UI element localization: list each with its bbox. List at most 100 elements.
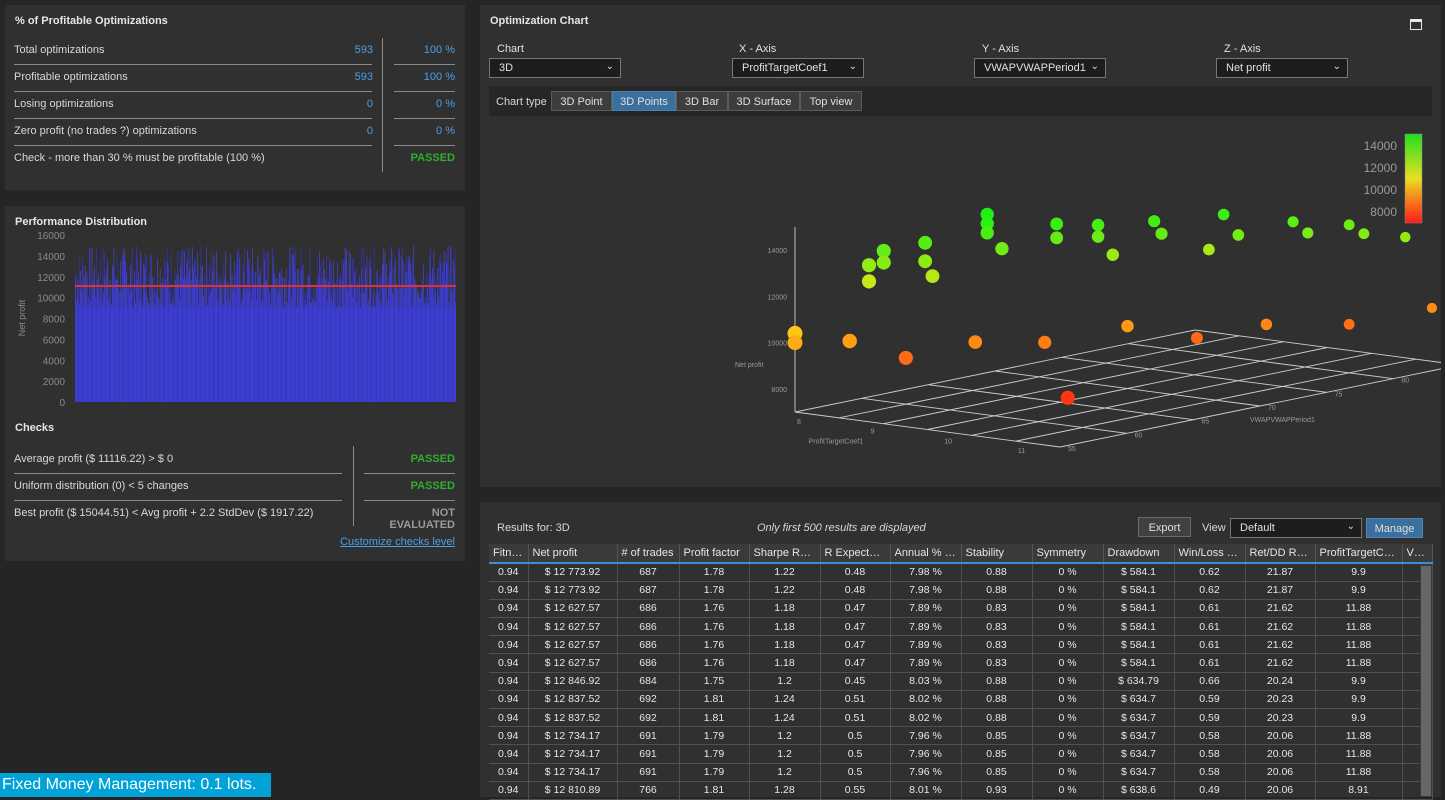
table-row[interactable]: 0.94 $ 12 837.52 692 1.81 1.24 0.51 8.02 % 0.88… (489, 690, 1433, 710)
distribution-bar (316, 288, 318, 402)
distribution-bar (298, 268, 300, 402)
export-button[interactable]: Export (1138, 517, 1191, 537)
distribution-bar (83, 303, 85, 402)
optimization-3d-chart[interactable]: 891011556065707580858000100001200014000P… (480, 120, 1441, 485)
distribution-bar (432, 298, 434, 402)
table-row[interactable]: 0.94 $ 12 773.92 687 1.78 1.22 0.48 7.98 % 0.88… (489, 561, 1433, 582)
y-tick-label: 14000 (37, 252, 65, 263)
chart-type-3d-bar-button[interactable]: 3D Bar (676, 91, 728, 111)
distribution-bar (125, 260, 126, 402)
table-cell: 0.85 (961, 763, 1033, 782)
column-header[interactable]: Drawdown (1103, 544, 1175, 563)
distribution-bar (330, 264, 331, 402)
distribution-bar (278, 292, 279, 402)
distribution-bar (241, 294, 243, 402)
distribution-bar (168, 291, 170, 402)
distribution-bar (157, 299, 159, 402)
distribution-bar (310, 302, 311, 402)
x-axis-select[interactable]: ProfitTargetCoef1 ⌄ (732, 58, 864, 78)
distribution-bar (128, 285, 130, 402)
customize-checks-link[interactable]: Customize checks level (340, 536, 455, 548)
distribution-bar (309, 248, 311, 402)
distribution-bar (330, 295, 332, 402)
column-header[interactable]: Profit factor (679, 544, 750, 563)
table-row[interactable]: 0.94 $ 12 837.52 692 1.81 1.24 0.51 8.02 % 0.88… (489, 708, 1433, 728)
column-header[interactable]: Ret/DD Ratio (1245, 544, 1316, 563)
distribution-bar (353, 271, 355, 402)
column-header[interactable]: VWAF (1402, 544, 1433, 563)
distribution-bar (432, 268, 433, 402)
distribution-bar (132, 307, 134, 402)
chart-type-top-view-button[interactable]: Top view (800, 91, 862, 111)
column-header[interactable]: ProfitTargetCoe... (1315, 544, 1403, 563)
chevron-down-icon: ⌄ (1346, 521, 1355, 532)
z-tick-label: 65 (1201, 419, 1209, 426)
distribution-bar (119, 261, 121, 402)
chart-type-3d-surface-button[interactable]: 3D Surface (728, 91, 800, 111)
table-row[interactable]: 0.94 $ 12 734.17 691 1.79 1.2 0.5 7.96 % 0.85 0 … (489, 763, 1433, 782)
table-row[interactable]: 0.94 $ 12 627.57 686 1.76 1.18 0.47 7.89 % 0.83… (489, 653, 1433, 673)
column-header[interactable]: Stability (961, 544, 1033, 563)
column-header[interactable]: Symmetry (1032, 544, 1104, 563)
chart-type-3d-point-button[interactable]: 3D Point (551, 91, 612, 111)
distribution-bar (138, 278, 140, 402)
distribution-bar (394, 289, 396, 402)
distribution-bar (390, 259, 392, 402)
table-cell: 21.87 (1245, 561, 1316, 582)
table-row[interactable]: 0.94 $ 12 846.92 684 1.75 1.2 0.45 8.03 % 0.88 0… (489, 672, 1433, 691)
distribution-bar (159, 308, 160, 402)
table-cell: 0.94 (489, 561, 529, 582)
scatter-point (1091, 218, 1105, 232)
distribution-bar (105, 293, 106, 402)
table-row[interactable]: 0.94 $ 12 627.57 686 1.76 1.18 0.47 7.89 % 0.83… (489, 599, 1433, 619)
column-header[interactable]: R Expectancy (820, 544, 891, 563)
distribution-bar (248, 258, 250, 402)
distribution-bar (419, 298, 421, 402)
z-axis-select[interactable]: Net profit ⌄ (1216, 58, 1348, 78)
distribution-bar (369, 260, 370, 402)
distribution-bar (110, 305, 112, 402)
distribution-bar (184, 252, 185, 402)
column-header[interactable]: Annual % R... (890, 544, 962, 563)
distribution-bar (430, 282, 432, 402)
column-header[interactable]: Net profit (528, 544, 618, 563)
column-header[interactable]: Fitne... (489, 544, 529, 563)
y-axis-select[interactable]: VWAPVWAPPeriod1 ⌄ (974, 58, 1106, 78)
table-cell: 0.66 (1174, 672, 1246, 691)
table-row[interactable]: 0.94 $ 12 627.57 686 1.76 1.18 0.47 7.89 % 0.83… (489, 635, 1433, 655)
colorbar-tick-label: 10000 (1364, 183, 1398, 197)
table-row[interactable]: 0.94 $ 12 627.57 686 1.76 1.18 0.47 7.89 % 0.83… (489, 617, 1433, 637)
distribution-bar (242, 262, 244, 402)
view-select[interactable]: Default ⌄ (1230, 518, 1362, 538)
scatter-point (1302, 227, 1314, 239)
distribution-bar (351, 283, 352, 402)
chart-type-3d-points-button[interactable]: 3D Points (612, 91, 676, 111)
distribution-bar (81, 290, 83, 402)
maximize-icon[interactable] (1410, 19, 1422, 30)
distribution-bar (220, 282, 221, 402)
table-row[interactable]: 0.94 $ 12 734.17 691 1.79 1.2 0.5 7.96 % 0.85 0 … (489, 744, 1433, 764)
check-status-badge: PASSED (364, 453, 455, 474)
chart-select[interactable]: 3D ⌄ (489, 58, 621, 78)
distribution-bar (313, 287, 315, 402)
distribution-bar (121, 291, 122, 402)
manage-button[interactable]: Manage (1366, 518, 1423, 538)
scatter-point (1232, 229, 1245, 241)
scrollbar-thumb[interactable] (1421, 566, 1431, 796)
distribution-bar (282, 302, 284, 402)
distribution-bar (144, 266, 146, 402)
distribution-bar (229, 300, 230, 402)
distribution-bar (79, 252, 81, 402)
table-row[interactable]: 0.94 $ 12 773.92 687 1.78 1.22 0.48 7.98 % 0.88… (489, 581, 1433, 600)
column-header[interactable]: Sharpe Ratio (749, 544, 821, 563)
column-header[interactable]: # of trades (617, 544, 680, 563)
table-cell: $ 12 627.57 (528, 635, 618, 655)
results-scrollbar[interactable] (1420, 564, 1432, 797)
table-row[interactable]: 0.94 $ 12 734.17 691 1.79 1.2 0.5 7.96 % 0.85 0 … (489, 726, 1433, 746)
distribution-bar (454, 266, 455, 402)
distribution-bar (172, 303, 173, 402)
column-header[interactable]: Win/Loss ra... (1174, 544, 1246, 563)
distribution-bar (317, 256, 318, 402)
distribution-bar (202, 297, 204, 402)
distribution-bar (421, 277, 423, 402)
